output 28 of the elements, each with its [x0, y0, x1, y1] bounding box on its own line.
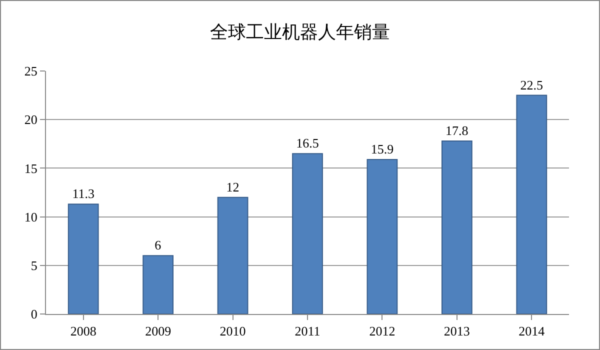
y-tick-label: 25 — [24, 64, 38, 79]
x-tick-label: 2013 — [444, 324, 470, 339]
x-tick-label: 2010 — [220, 324, 246, 339]
x-tick-label: 2009 — [145, 324, 172, 339]
x-tick-label: 2014 — [518, 324, 546, 339]
y-tick-label: 20 — [24, 112, 38, 128]
y-tick-label: 0 — [30, 306, 38, 322]
data-label: 16.5 — [296, 136, 319, 151]
bar — [68, 204, 99, 314]
data-label: 6 — [154, 238, 162, 253]
bar — [516, 94, 548, 314]
x-tick-label: 2012 — [369, 324, 396, 339]
bar — [292, 153, 323, 314]
y-tick-label: 10 — [24, 209, 38, 224]
bar — [142, 255, 174, 314]
bar — [441, 140, 472, 314]
data-label: 15.9 — [370, 141, 394, 156]
y-tick-label: 5 — [30, 258, 38, 273]
bar — [366, 158, 398, 314]
data-label: 17.8 — [446, 122, 468, 138]
data-label: 11.3 — [72, 186, 94, 202]
x-tick-label: 2008 — [70, 324, 96, 339]
bar — [217, 196, 248, 314]
data-label: 12 — [226, 179, 240, 194]
x-tick-label: 2011 — [294, 324, 320, 339]
chart-title: 全球工业机器人年销量 — [210, 22, 390, 43]
data-label: 22.5 — [520, 77, 544, 92]
y-tick-label: 15 — [24, 160, 38, 176]
